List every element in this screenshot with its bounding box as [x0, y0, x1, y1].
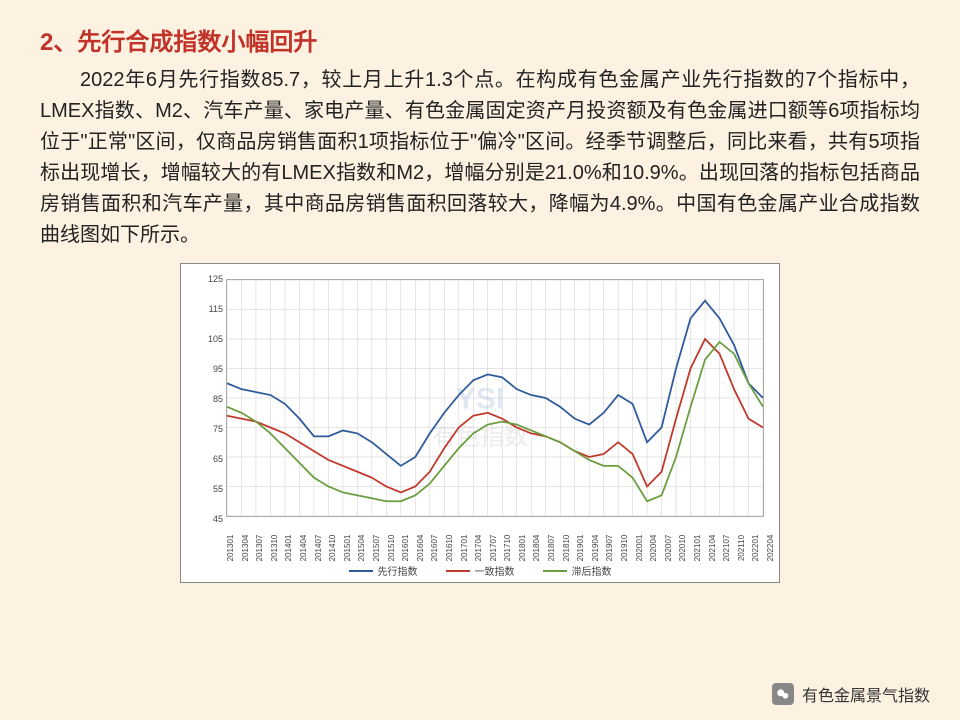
- x-tick-label: 201304: [241, 535, 250, 562]
- x-tick-label: 202201: [751, 535, 760, 562]
- x-tick-label: 201610: [445, 535, 454, 562]
- x-tick-label: 201301: [226, 535, 235, 562]
- x-tick-label: 202204: [766, 535, 775, 562]
- legend-swatch: [349, 570, 373, 572]
- x-tick-label: 201504: [357, 535, 366, 562]
- x-tick-label: 202004: [649, 535, 658, 562]
- x-tick-label: 201710: [503, 535, 512, 562]
- x-tick-label: 201604: [416, 535, 425, 562]
- x-tick-label: 201307: [255, 535, 264, 562]
- legend-item: 先行指数: [349, 563, 418, 578]
- legend-label: 滞后指数: [572, 563, 612, 578]
- x-tick-label: 201901: [576, 535, 585, 562]
- y-tick-label: 125: [201, 274, 223, 284]
- x-tick-label: 202007: [664, 535, 673, 562]
- y-tick-label: 85: [201, 394, 223, 404]
- y-tick-label: 95: [201, 364, 223, 374]
- body-paragraph: 2022年6月先行指数85.7，较上月上升1.3个点。在构成有色金属产业先行指数…: [0, 57, 960, 251]
- x-tick-label: 202001: [635, 535, 644, 562]
- x-tick-label: 202010: [678, 535, 687, 562]
- legend-swatch: [543, 570, 567, 572]
- x-tick-label: 202104: [708, 535, 717, 562]
- x-tick-label: 201410: [328, 535, 337, 562]
- x-tick-label: 201801: [518, 535, 527, 562]
- plot-area: [226, 279, 764, 517]
- legend-label: 先行指数: [378, 563, 418, 578]
- x-tick-label: 202101: [693, 535, 702, 562]
- y-tick-label: 105: [201, 334, 223, 344]
- x-tick-label: 202110: [737, 535, 746, 561]
- y-tick-label: 75: [201, 424, 223, 434]
- y-tick-label: 55: [201, 484, 223, 494]
- series-滞后指数: [227, 342, 763, 501]
- x-tick-label: 201401: [284, 535, 293, 562]
- x-tick-label: 201910: [620, 535, 629, 562]
- wechat-icon: [772, 683, 794, 705]
- x-tick-label: 201404: [299, 535, 308, 562]
- series-先行指数: [227, 301, 763, 466]
- x-tick-label: 201510: [387, 535, 396, 562]
- y-tick-label: 65: [201, 454, 223, 464]
- x-tick-label: 201810: [562, 535, 571, 562]
- x-tick-label: 201704: [474, 535, 483, 562]
- x-tick-label: 201601: [401, 535, 410, 562]
- legend-label: 一致指数: [475, 563, 515, 578]
- x-tick-label: 201907: [605, 535, 614, 562]
- x-tick-label: 201701: [460, 535, 469, 562]
- x-tick-label: 201501: [343, 535, 352, 562]
- y-tick-label: 115: [201, 304, 223, 314]
- y-tick-label: 45: [201, 514, 223, 524]
- x-tick-label: 201407: [314, 535, 323, 562]
- x-tick-label: 201904: [591, 535, 600, 562]
- series-一致指数: [227, 339, 763, 492]
- legend-item: 滞后指数: [543, 563, 612, 578]
- x-tick-label: 201607: [430, 535, 439, 562]
- x-tick-label: 201807: [547, 535, 556, 562]
- footer-attribution: 有色金属景气指数: [772, 682, 930, 706]
- x-tick-label: 201804: [532, 535, 541, 562]
- x-tick-label: 201707: [489, 535, 498, 562]
- composite-index-chart: YSI 有色指数 先行指数一致指数滞后指数 455565758595105115…: [180, 263, 780, 583]
- legend-swatch: [446, 570, 470, 572]
- x-tick-label: 202107: [722, 535, 731, 562]
- section-heading: 2、先行合成指数小幅回升: [0, 0, 960, 57]
- footer-text: 有色金属景气指数: [802, 682, 930, 706]
- chart-legend: 先行指数 一致指数 滞后指数: [181, 563, 779, 578]
- legend-item: 一致指数: [446, 563, 515, 578]
- chart-svg: [227, 280, 763, 516]
- x-tick-label: 201507: [372, 535, 381, 562]
- x-tick-label: 201310: [270, 535, 279, 562]
